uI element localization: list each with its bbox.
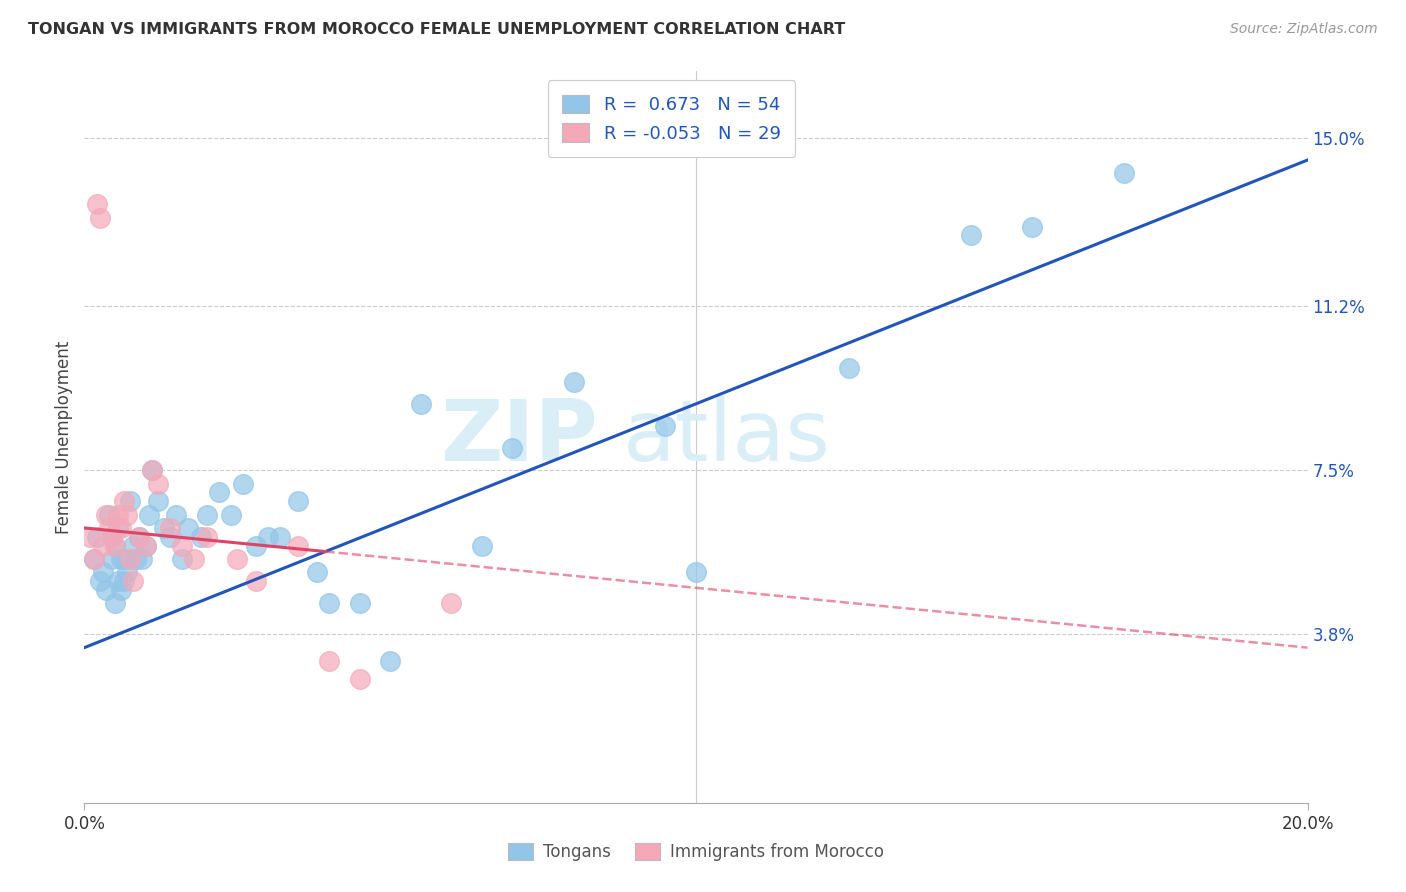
Point [318,654,340,668]
Point [104,539,127,553]
Point [654,419,676,434]
Point [195,530,218,544]
Point [287,539,309,553]
Point [318,596,340,610]
Point [502,441,524,455]
Point [86,197,108,211]
Text: atlas: atlas [623,395,831,479]
Y-axis label: Female Unemployment: Female Unemployment [55,341,73,533]
Point [91,539,114,553]
Point [128,530,150,544]
Point [159,530,181,544]
Point [122,539,145,553]
Legend: Tongans, Immigrants from Morocco: Tongans, Immigrants from Morocco [501,836,891,868]
Point [219,508,242,522]
Point [83,552,105,566]
Point [1114,166,1136,180]
Point [146,494,169,508]
Point [257,530,280,544]
Point [89,574,111,589]
Text: Source: ZipAtlas.com: Source: ZipAtlas.com [1230,22,1378,37]
Point [79,530,101,544]
Point [172,539,194,553]
Point [94,508,117,522]
Point [471,539,494,553]
Point [120,552,142,566]
Point [112,574,135,589]
Point [562,375,585,389]
Point [172,552,194,566]
Point [287,494,309,508]
Point [838,361,860,376]
Point [1021,219,1043,234]
Text: ZIP: ZIP [440,395,598,479]
Point [107,521,129,535]
Point [153,521,176,535]
Point [305,566,328,580]
Point [165,508,187,522]
Point [128,530,150,544]
Point [110,521,132,535]
Point [110,552,132,566]
Point [183,552,205,566]
Point [135,539,157,553]
Point [101,552,124,566]
Point [141,463,163,477]
Point [89,211,111,225]
Point [380,654,402,668]
Point [159,521,181,535]
Point [120,494,142,508]
Point [409,397,432,411]
Point [245,539,267,553]
Point [195,508,218,522]
Point [146,476,169,491]
Point [138,508,160,522]
Point [94,582,117,597]
Point [112,494,135,508]
Point [107,508,129,522]
Point [232,476,254,491]
Point [104,539,127,553]
Point [110,582,132,597]
Point [97,508,120,522]
Point [685,566,707,580]
Point [125,552,148,566]
Point [269,530,291,544]
Point [349,672,371,686]
Text: TONGAN VS IMMIGRANTS FROM MOROCCO FEMALE UNEMPLOYMENT CORRELATION CHART: TONGAN VS IMMIGRANTS FROM MOROCCO FEMALE… [28,22,845,37]
Point [97,521,120,535]
Point [141,463,163,477]
Point [190,530,212,544]
Point [101,530,124,544]
Point [135,539,157,553]
Point [86,530,108,544]
Point [83,552,105,566]
Point [208,485,231,500]
Point [440,596,463,610]
Point [104,596,127,610]
Point [101,530,124,544]
Point [177,521,200,535]
Point [107,574,129,589]
Point [245,574,267,589]
Point [349,596,371,610]
Point [131,552,153,566]
Point [115,566,138,580]
Point [960,228,983,243]
Point [226,552,249,566]
Point [122,574,145,589]
Point [112,552,135,566]
Point [115,508,138,522]
Point [91,566,114,580]
